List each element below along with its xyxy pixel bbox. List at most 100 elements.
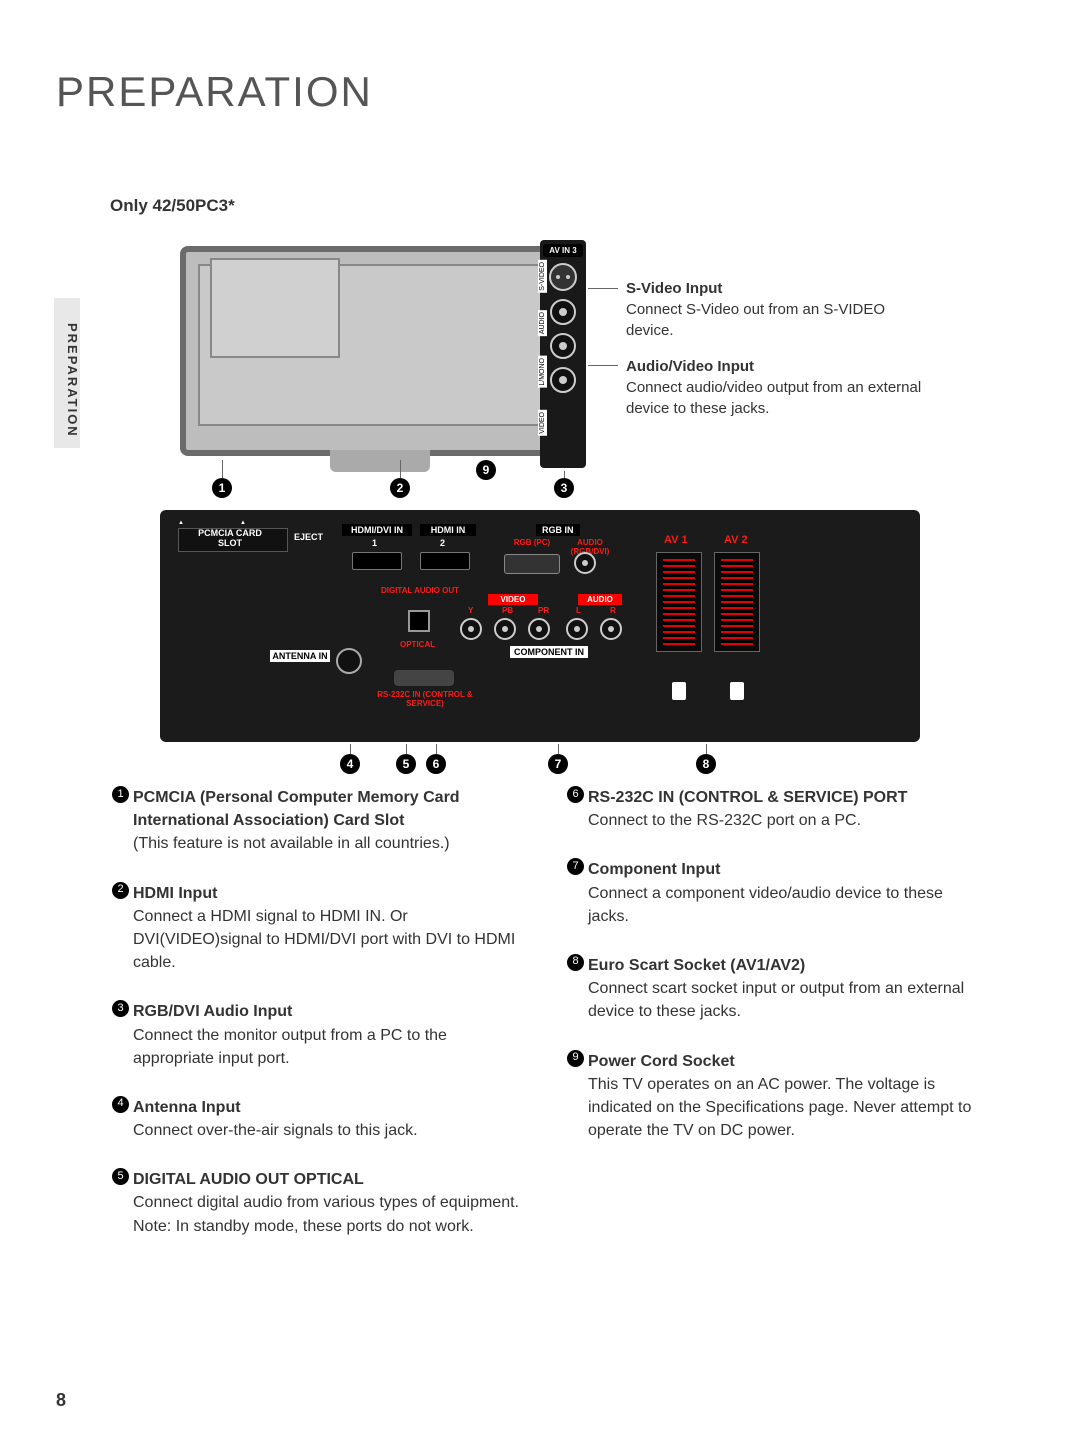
item9-title: Power Cord Socket	[588, 1053, 735, 1070]
y-label: Y	[468, 606, 473, 615]
video-label: VIDEO	[538, 410, 547, 436]
pr-jack	[528, 618, 550, 640]
mono-label: L/MONO	[538, 356, 547, 388]
rgbpc-label: RGB (PC)	[512, 538, 552, 547]
tv-back-diagram	[180, 246, 580, 456]
page-number: 8	[56, 1390, 66, 1411]
eject-label: EJECT	[294, 532, 323, 542]
hdmi1-slot	[352, 552, 402, 570]
bullet-5: 5	[112, 1168, 129, 1185]
num-1: 1	[212, 478, 232, 498]
rear-panel: ▲ ▲ PCMCIA CARD SLOT EJECT HDMI/DVI IN H…	[160, 510, 920, 742]
model-subtitle: Only 42/50PC3*	[110, 196, 235, 216]
antenna-label: ANTENNA IN	[270, 650, 330, 662]
bullet-2: 2	[112, 882, 129, 899]
num-9: 9	[476, 460, 496, 480]
comp-icon-1	[672, 682, 686, 700]
bullet-7: 7	[567, 858, 584, 875]
item-2: 2 HDMI Input Connect a HDMI signal to HDM…	[112, 882, 527, 975]
item4-body: Connect over-the-air signals to this jac…	[133, 1122, 418, 1139]
svideo-label: S-VIDEO	[538, 260, 547, 293]
component-label: COMPONENT IN	[510, 646, 588, 658]
item7-title: Component Input	[588, 861, 720, 878]
item-1: 1 PCMCIA (Personal Computer Memory Card …	[112, 786, 527, 856]
hdmi-in-label: HDMI IN	[420, 524, 476, 536]
item3-title: RGB/DVI Audio Input	[133, 1003, 292, 1020]
item3-body: Connect the monitor output from a PC to …	[133, 1027, 447, 1067]
item2-body: Connect a HDMI signal to HDMI IN. Or DVI…	[133, 908, 515, 971]
num-3: 3	[554, 478, 574, 498]
pb-label: PB	[502, 606, 513, 615]
item5-body: Connect digital audio from various types…	[133, 1194, 519, 1234]
leader-8	[706, 744, 707, 754]
rgb-port	[504, 554, 560, 574]
item7-body: Connect a component video/audio device t…	[588, 885, 943, 925]
leader-6	[436, 744, 437, 754]
num-6: 6	[426, 754, 446, 774]
callout-av: Audio/Video Input Connect audio/video ou…	[626, 356, 926, 419]
num-2: 2	[390, 478, 410, 498]
svideo-jack	[549, 263, 577, 291]
avin3-panel: AV IN 3 S-VIDEO AUDIO L/MONO VIDEO	[540, 240, 586, 468]
item2-title: HDMI Input	[133, 885, 217, 902]
item1-title: PCMCIA (Personal Computer Memory Card In…	[133, 789, 460, 829]
leader-2	[400, 460, 401, 478]
item4-title: Antenna Input	[133, 1099, 241, 1116]
item5-title: DIGITAL AUDIO OUT OPTICAL	[133, 1171, 364, 1188]
bullet-3: 3	[112, 1000, 129, 1017]
description-columns: 1 PCMCIA (Personal Computer Memory Card …	[112, 786, 982, 1264]
l-jack	[566, 618, 588, 640]
bullet-8: 8	[567, 954, 584, 971]
page-title: PREPARATION	[56, 68, 373, 116]
hdmi2-slot	[420, 552, 470, 570]
callout-svideo-body: Connect S-Video out from an S-VIDEO devi…	[626, 299, 926, 341]
scart-av1	[656, 552, 702, 652]
item-5: 5 DIGITAL AUDIO OUT OPTICAL Connect digit…	[112, 1168, 527, 1238]
audio-l-jack	[550, 333, 576, 359]
y-jack	[460, 618, 482, 640]
audio-r-jack	[550, 299, 576, 325]
rgb-audio-jack	[574, 552, 596, 574]
bullet-6: 6	[567, 786, 584, 803]
pr-label: PR	[538, 606, 549, 615]
num-4: 4	[340, 754, 360, 774]
item-8: 8 Euro Scart Socket (AV1/AV2) Connect sca…	[567, 954, 982, 1024]
audio-bar: AUDIO	[578, 594, 622, 605]
optical-port	[408, 610, 430, 632]
callout-svideo-title: S-Video Input	[626, 278, 926, 299]
av1-label: AV 1	[664, 534, 688, 546]
callout-av-body: Connect audio/video output from an exter…	[626, 377, 926, 419]
av2-label: AV 2	[724, 534, 748, 546]
h2-label: 2	[440, 538, 445, 548]
video-bar: VIDEO	[488, 594, 538, 605]
rgbin-label: RGB IN	[536, 524, 580, 536]
num-8: 8	[696, 754, 716, 774]
hdmi-dvi-label: HDMI/DVI IN	[342, 524, 412, 536]
side-tab: PREPARATION	[54, 298, 80, 448]
item8-title: Euro Scart Socket (AV1/AV2)	[588, 957, 805, 974]
antenna-jack	[336, 648, 362, 674]
l-label: L	[576, 606, 581, 615]
item8-body: Connect scart socket input or output fro…	[588, 980, 964, 1020]
leader-1	[222, 460, 223, 478]
callout-line-svideo	[588, 288, 618, 289]
num-7: 7	[548, 754, 568, 774]
bullet-4: 4	[112, 1096, 129, 1113]
callout-av-title: Audio/Video Input	[626, 356, 926, 377]
comp-icon-2	[730, 682, 744, 700]
bullet-9: 9	[567, 1050, 584, 1067]
dao-label: DIGITAL AUDIO OUT	[380, 586, 460, 595]
item-3: 3 RGB/DVI Audio Input Connect the monitor…	[112, 1000, 527, 1070]
video-jack	[550, 367, 576, 393]
item6-body: Connect to the RS-232C port on a PC.	[588, 812, 861, 829]
r-jack	[600, 618, 622, 640]
callout-svideo: S-Video Input Connect S-Video out from a…	[626, 278, 926, 341]
optical-label: OPTICAL	[400, 640, 435, 649]
avin3-title: AV IN 3	[543, 244, 583, 257]
leader-7	[558, 744, 559, 754]
leader-5	[406, 744, 407, 754]
rs232-label: RS-232C IN (CONTROL & SERVICE)	[370, 690, 480, 708]
h1-label: 1	[372, 538, 377, 548]
pb-jack	[494, 618, 516, 640]
pcmcia-label: PCMCIA CARD SLOT	[190, 528, 270, 548]
